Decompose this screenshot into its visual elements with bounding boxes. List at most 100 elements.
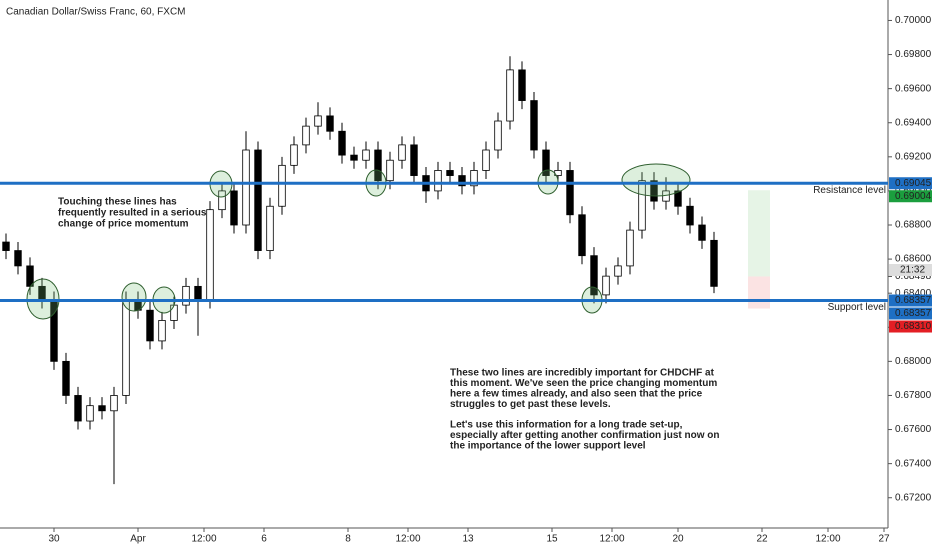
price-tag-label: 0.68310 xyxy=(895,321,932,332)
candle-body xyxy=(374,149,382,182)
candle-body xyxy=(626,229,634,267)
candle-body xyxy=(686,205,694,226)
y-tick-label: 0.67800 xyxy=(895,390,932,401)
price-tag-label: 0.68498 xyxy=(895,271,932,282)
highlight-ellipse xyxy=(26,278,60,320)
chart-title: Canadian Dollar/Swiss Franc, 60, FXCM xyxy=(6,7,186,18)
candle-body xyxy=(254,149,262,251)
candle-body xyxy=(194,285,202,301)
x-tick-label: 12:00 xyxy=(815,534,840,545)
x-tick-label: Apr xyxy=(130,534,146,545)
candle-body xyxy=(122,299,130,396)
candle-body xyxy=(506,69,514,122)
note-text: here a few times already, and also seen … xyxy=(450,389,703,400)
candle-body xyxy=(266,205,274,251)
candle-body xyxy=(110,395,118,412)
y-tick-label: 0.69200 xyxy=(895,151,932,162)
candle-body xyxy=(86,405,94,422)
x-tick-label: 27 xyxy=(878,534,890,545)
candle-body xyxy=(278,164,286,207)
x-tick-label: 15 xyxy=(546,534,558,545)
candle-body xyxy=(518,69,526,101)
stop-zone xyxy=(748,276,770,309)
candle-body xyxy=(614,265,622,277)
candle-body xyxy=(362,149,370,161)
candle-body xyxy=(578,214,586,257)
y-tick-label: 0.69600 xyxy=(895,83,932,94)
level-label: Support level xyxy=(828,302,886,313)
candle-body xyxy=(530,100,538,151)
y-tick-label: 0.67400 xyxy=(895,458,932,469)
candle-body xyxy=(494,120,502,151)
candle-body xyxy=(350,154,358,161)
y-tick-label: 0.67600 xyxy=(895,424,932,435)
candle-body xyxy=(218,190,226,211)
y-tick-label: 0.68000 xyxy=(895,356,932,367)
candle-body xyxy=(62,360,70,396)
x-tick-label: 30 xyxy=(48,534,60,545)
x-tick-label: 12:00 xyxy=(395,534,420,545)
candle-body xyxy=(314,115,322,127)
candle-body xyxy=(74,395,82,422)
candle-body xyxy=(446,170,454,176)
candle-body xyxy=(230,190,238,226)
candle-body xyxy=(326,115,334,132)
candle-body xyxy=(338,130,346,156)
candle-body xyxy=(206,209,214,301)
price-tag xyxy=(889,307,932,320)
note-text: change of price momentum xyxy=(58,219,189,230)
candle-body xyxy=(458,175,466,187)
candle-body xyxy=(242,149,250,226)
y-tick-label: 0.70000 xyxy=(895,15,932,26)
candle-body xyxy=(590,255,598,296)
target-zone xyxy=(748,190,770,277)
price-tag-label: 0.69045 xyxy=(895,178,932,189)
candle-body xyxy=(710,239,718,287)
note-text: frequently resulted in a serious xyxy=(58,208,207,219)
x-tick-label: 13 xyxy=(462,534,474,545)
note-text: These two lines are incredibly important… xyxy=(450,368,715,379)
x-tick-label: 22 xyxy=(756,534,768,545)
note-text: struggles to get past these levels. xyxy=(450,399,611,410)
price-tag xyxy=(889,320,932,333)
candle-body xyxy=(638,180,646,231)
y-tick-label: 0.69400 xyxy=(895,117,932,128)
candle-body xyxy=(674,190,682,207)
candle-body xyxy=(398,144,406,161)
note-text: especially after getting another confirm… xyxy=(450,430,719,441)
price-tag xyxy=(889,190,932,203)
x-tick-label: 8 xyxy=(345,534,351,545)
y-tick-label: 0.68400 xyxy=(895,288,932,299)
price-tag-label: 0.69004 xyxy=(895,191,932,202)
candle-body xyxy=(182,285,190,306)
price-tag xyxy=(889,294,932,307)
candle-body xyxy=(302,125,310,146)
candle-body xyxy=(146,309,154,342)
candle-body xyxy=(14,250,22,267)
highlight-ellipse xyxy=(121,282,147,312)
x-tick-label: 6 xyxy=(261,534,267,545)
note-text: Touching these lines has xyxy=(58,197,177,208)
x-tick-label: 12:00 xyxy=(599,534,624,545)
candle-body xyxy=(650,180,658,202)
candle-body xyxy=(410,144,418,176)
note-text: Let's use this information for a long tr… xyxy=(450,420,683,431)
candle-body xyxy=(26,265,34,287)
y-tick-label: 0.68600 xyxy=(895,254,932,265)
candle-body xyxy=(602,275,610,296)
price-tag-label: 0.68357 xyxy=(895,308,932,319)
candle-body xyxy=(386,159,394,182)
x-tick-label: 12:00 xyxy=(191,534,216,545)
candle-body xyxy=(566,170,574,216)
y-tick-label: 0.69800 xyxy=(895,49,932,60)
candle-body xyxy=(158,320,166,342)
candle-body xyxy=(434,170,442,192)
candle-body xyxy=(470,170,478,187)
note-text: this moment. We've seen the price changi… xyxy=(450,378,717,389)
candle-body xyxy=(698,224,706,241)
highlight-ellipse xyxy=(621,163,691,197)
candle-body xyxy=(2,241,10,251)
candle-body xyxy=(290,144,298,166)
candle-body xyxy=(98,405,106,412)
